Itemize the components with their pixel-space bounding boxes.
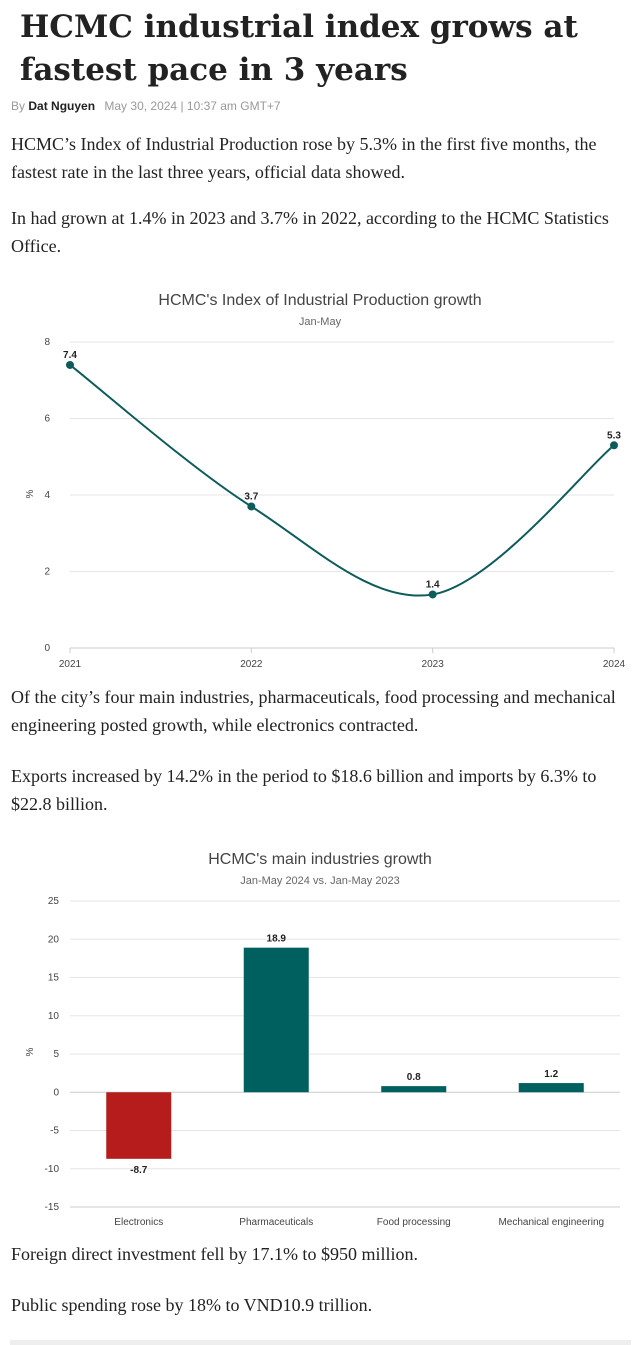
paragraph: Of the city’s four main industries, phar… xyxy=(11,687,616,735)
x-tick-label: 2022 xyxy=(240,659,263,670)
bar xyxy=(106,1092,172,1159)
y-tick-label: 0 xyxy=(44,643,50,654)
y-tick-label: -5 xyxy=(50,1126,59,1137)
y-axis-label: % xyxy=(25,489,36,498)
y-tick-label: 8 xyxy=(44,337,50,348)
bar-chart-svg: HCMC's main industries growth Jan-May 20… xyxy=(25,851,620,1228)
y-tick-label: 0 xyxy=(53,1087,59,1098)
data-label: 3.7 xyxy=(244,491,258,502)
data-label: 18.9 xyxy=(267,934,287,945)
paragraph: HCMC’s Index of Industrial Production ro… xyxy=(11,134,597,182)
bar xyxy=(243,947,309,1093)
author-name[interactable]: Dat Nguyen xyxy=(28,99,96,113)
x-tick-label: Pharmaceuticals xyxy=(239,1217,313,1228)
data-label: 7.4 xyxy=(63,350,77,361)
paragraph: Public spending rose by 18% to VND10.9 t… xyxy=(11,1295,373,1315)
x-tick-label: 2023 xyxy=(422,659,445,670)
publish-date: May 30, 2024 | 10:37 am GMT+7 xyxy=(104,99,281,113)
paragraph: Foreign direct investment fell by 17.1% … xyxy=(11,1244,418,1264)
data-label: 1.4 xyxy=(426,579,440,590)
y-tick-label: -10 xyxy=(45,1164,60,1175)
y-tick-label: 15 xyxy=(48,973,60,984)
y-tick-label: 10 xyxy=(48,1011,60,1022)
x-tick-label: Food processing xyxy=(377,1217,451,1228)
x-tick-label: Mechanical engineering xyxy=(498,1217,604,1228)
y-tick-label: 4 xyxy=(44,490,50,501)
data-label: 5.3 xyxy=(607,430,621,441)
data-point xyxy=(247,502,256,511)
bar xyxy=(518,1083,584,1093)
x-tick-label: Electronics xyxy=(114,1217,163,1228)
chart-subtitle: Jan-May 2024 vs. Jan-May 2023 xyxy=(240,875,400,887)
byline-prefix: By xyxy=(11,99,26,113)
data-point xyxy=(66,360,74,369)
byline: By Dat Nguyen May 30, 2024 | 10:37 am GM… xyxy=(11,99,281,113)
chart-title: HCMC's Index of Industrial Production gr… xyxy=(158,292,481,309)
line-chart: HCMC's Index of Industrial Production gr… xyxy=(0,278,643,678)
data-label: 1.2 xyxy=(544,1069,558,1080)
paragraph: Exports increased by 14.2% in the period… xyxy=(11,766,597,814)
data-label: -8.7 xyxy=(130,1165,148,1176)
x-tick-label: 2021 xyxy=(59,659,82,670)
footer-divider xyxy=(10,1340,631,1345)
y-axis-label: % xyxy=(25,1047,36,1056)
bar-chart: HCMC's main industries growth Jan-May 20… xyxy=(0,836,643,1240)
line-chart-svg: HCMC's Index of Industrial Production gr… xyxy=(25,292,626,670)
paragraph: In had grown at 1.4% in 2023 and 3.7% in… xyxy=(11,208,609,256)
y-tick-label: 25 xyxy=(48,896,60,907)
chart-subtitle: Jan-May xyxy=(299,316,342,328)
data-label: 0.8 xyxy=(407,1072,421,1083)
x-tick-label: 2024 xyxy=(603,659,626,670)
y-tick-label: 20 xyxy=(48,934,60,945)
chart-title: HCMC's main industries growth xyxy=(208,851,432,868)
bar xyxy=(381,1086,447,1093)
article-headline: HCMC industrial index grows at fastest p… xyxy=(20,9,578,88)
y-tick-label: 5 xyxy=(53,1049,59,1060)
data-point xyxy=(610,441,618,450)
y-tick-label: 6 xyxy=(44,414,50,425)
series-line xyxy=(69,364,615,597)
data-point xyxy=(428,590,437,599)
y-tick-label: -15 xyxy=(45,1202,60,1213)
y-tick-label: 2 xyxy=(44,567,50,578)
